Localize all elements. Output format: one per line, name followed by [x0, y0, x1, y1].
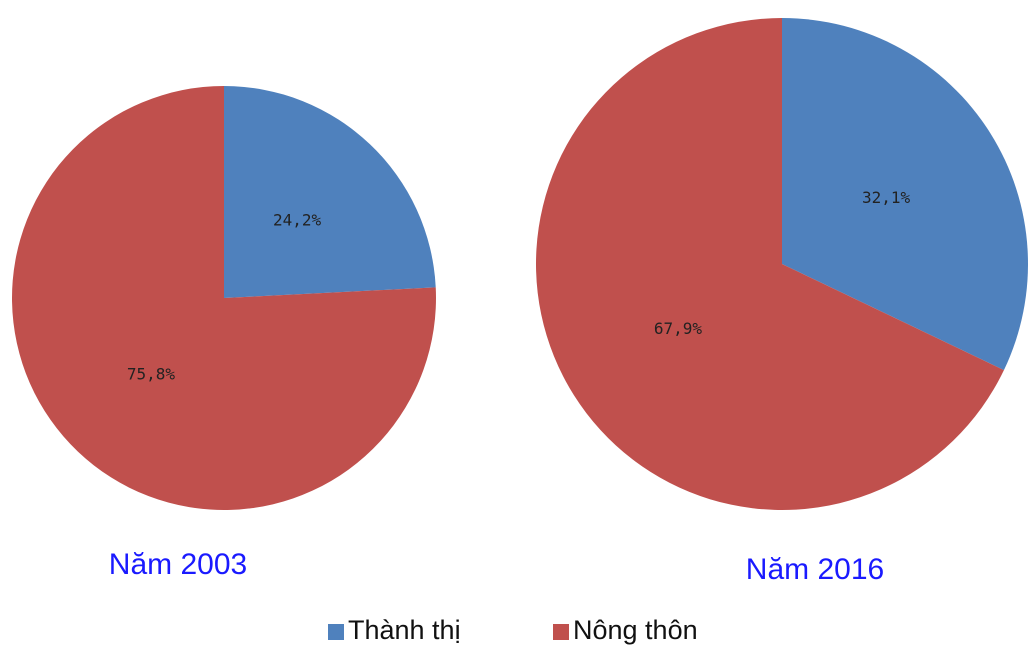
legend-label: Thành thị [348, 615, 461, 645]
legend-label: Nông thôn [573, 615, 698, 645]
pie-slice [224, 86, 436, 298]
chart-title: Năm 2003 [109, 548, 247, 581]
pie-slice [782, 18, 1028, 371]
chart-title: Năm 2016 [746, 553, 884, 586]
data-label: 75,8% [127, 364, 176, 383]
legend-swatch [328, 624, 344, 640]
data-label: 67,9% [654, 319, 703, 338]
data-label: 24,2% [273, 211, 322, 230]
pie-slice [12, 86, 436, 510]
data-label: 32,1% [862, 188, 911, 207]
pie-slice [535, 18, 1004, 510]
legend-swatch [553, 624, 569, 640]
